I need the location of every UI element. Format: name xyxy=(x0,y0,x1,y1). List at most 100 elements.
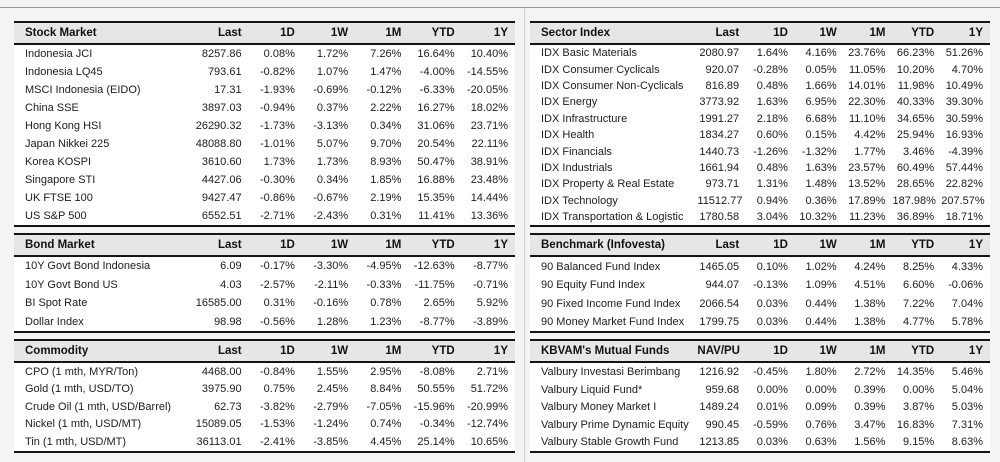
value-cell: 4.03 xyxy=(220,278,242,291)
value-cell: 5.92% xyxy=(476,297,508,310)
column-header: YTD xyxy=(408,339,462,363)
value-cell: 1.48% xyxy=(805,178,837,191)
value-cell: 8.84% xyxy=(370,383,402,396)
table-row: 90 Money Market Fund Index 1799.75 0.03% 0.… xyxy=(530,312,990,334)
value-cell: 10.49% xyxy=(945,79,983,92)
value-cell: 17.89% xyxy=(848,194,886,207)
value-cell: 26290.32 xyxy=(195,120,242,132)
table-title: Sector Index xyxy=(530,21,698,45)
column-header: 1M xyxy=(355,21,409,45)
value-cell: -2.11% xyxy=(314,278,349,291)
row-label: Japan Nikkei 225 xyxy=(25,138,110,150)
benchmark-infovesta-table: Benchmark (Infovesta) Last 1D 1W 1M YTD 1Y 90 B… xyxy=(530,233,990,334)
value-cell: 1.28% xyxy=(301,312,356,333)
row-label: IDX Consumer Cyclicals xyxy=(541,63,660,76)
left-column: Stock Market Last 1D 1W 1M YTD 1Y Indonesia JCI… xyxy=(14,21,515,459)
value-cell: 48088.80 xyxy=(195,138,242,150)
table-row: 90 Balanced Fund Index 1465.05 0.10% 1.02% 4… xyxy=(530,256,990,276)
column-header: Last xyxy=(697,233,747,258)
value-cell: 25.94% xyxy=(896,129,935,142)
value-cell: -0.33% xyxy=(366,278,402,291)
row-label: China SSE xyxy=(25,102,79,114)
value-cell: 1.38% xyxy=(843,312,893,334)
header-row: Benchmark (Infovesta) Last 1D 1W 1M YTD 1Y xyxy=(530,233,990,258)
value-cell: 0.39% xyxy=(854,383,886,396)
value-cell: 0.03% xyxy=(746,312,795,334)
table-title: Stock Market xyxy=(14,21,196,45)
column-header: 1M xyxy=(843,21,893,45)
table-row: IDX Technology 11512.77 0.94% 0.36% 17.89% 18… xyxy=(530,193,990,209)
value-cell: 1.72% xyxy=(316,48,349,60)
value-cell: -0.84% xyxy=(260,365,295,378)
value-cell: -1.32% xyxy=(801,145,837,158)
table-title: Commodity xyxy=(14,339,196,363)
value-cell: 0.01% xyxy=(756,401,788,414)
value-cell: -1.73% xyxy=(260,120,295,132)
value-cell: 1.85% xyxy=(370,174,402,186)
value-cell: -3.13% xyxy=(313,120,349,132)
value-cell: 60.49% xyxy=(896,161,935,174)
value-cell: 0.03% xyxy=(756,297,788,310)
value-cell: 2080.97 xyxy=(699,47,740,60)
value-cell: -0.86% xyxy=(260,192,295,204)
value-cell: 23.71% xyxy=(470,120,508,132)
center-divider-line xyxy=(524,8,525,462)
table-row: BI Spot Rate 16585.00 0.31% -0.16% 0.78% 2.65… xyxy=(14,294,515,313)
value-cell: -0.82% xyxy=(260,66,295,78)
row-label: 10Y Govt Bond Indonesia xyxy=(25,260,151,273)
column-header: 1M xyxy=(355,339,409,363)
value-cell: -2.57% xyxy=(260,278,295,291)
value-cell: 920.07 xyxy=(705,63,740,76)
column-header: 1Y xyxy=(461,233,515,257)
stock-market-table: Stock Market Last 1D 1W 1M YTD 1Y Indonesia JCI… xyxy=(14,21,515,227)
value-cell: 11.10% xyxy=(848,112,886,125)
value-cell: 187.98% xyxy=(892,194,936,207)
column-header: YTD xyxy=(408,233,462,257)
table-row: Indonesia JCI 8257.86 0.08% 1.72% 7.26% 16.64… xyxy=(14,44,515,63)
value-cell: -0.59% xyxy=(753,418,788,431)
row-label: Korea KOSPI xyxy=(25,156,92,168)
value-cell: -0.13% xyxy=(753,279,788,292)
value-cell: 1440.73 xyxy=(699,145,740,158)
value-cell: 5.46% xyxy=(951,366,983,379)
row-label: BI Spot Rate xyxy=(25,297,88,310)
value-cell: 11.41% xyxy=(408,207,462,227)
table-row: US S&P 500 6552.51 -2.71% -2.43% 0.31% 11.41%… xyxy=(14,207,515,227)
value-cell: 15.35% xyxy=(417,192,455,204)
value-cell: 17.31 xyxy=(214,84,242,96)
value-cell: 0.00% xyxy=(805,383,837,396)
row-label: Gold (1 mth, USD/TO) xyxy=(25,383,134,396)
top-divider-line xyxy=(0,7,1000,8)
value-cell: 0.60% xyxy=(756,129,788,142)
value-cell: 1991.27 xyxy=(699,112,740,125)
value-cell: 0.34% xyxy=(316,174,349,186)
value-cell: 4427.06 xyxy=(201,174,242,186)
value-cell: 0.44% xyxy=(794,312,844,334)
column-header: 1D xyxy=(746,21,795,45)
table-row: UK FTSE 100 9427.47 -0.86% -0.67% 2.19% 15.35… xyxy=(14,189,515,207)
value-cell: 793.61 xyxy=(207,66,242,78)
value-cell: 2.95% xyxy=(370,365,402,378)
value-cell: 5.78% xyxy=(941,312,990,334)
value-cell: -3.30% xyxy=(313,260,349,273)
row-label: Indonesia JCI xyxy=(25,48,93,60)
row-label: Valbury Money Market I xyxy=(541,401,657,414)
value-cell: -1.93% xyxy=(260,84,295,96)
value-cell: 1.23% xyxy=(355,312,409,333)
value-cell: 9427.47 xyxy=(201,192,242,204)
value-cell: 1216.92 xyxy=(699,366,740,379)
value-cell: 22.30% xyxy=(848,96,886,109)
value-cell: 0.48% xyxy=(756,79,788,92)
table-row: 10Y Govt Bond Indonesia 6.09 -0.17% -3.30% -… xyxy=(14,256,515,276)
value-cell: -0.45% xyxy=(753,366,788,379)
value-cell: -12.63% xyxy=(413,260,455,273)
value-cell: 51.26% xyxy=(945,47,983,60)
row-label: IDX Basic Materials xyxy=(541,47,637,60)
value-cell: 5.07% xyxy=(316,138,349,150)
row-label: IDX Industrials xyxy=(541,161,613,174)
value-cell: 6.09 xyxy=(220,260,242,273)
value-cell: -20.05% xyxy=(467,84,508,96)
value-cell: 1.02% xyxy=(805,260,837,273)
value-cell: 18.02% xyxy=(470,102,508,114)
